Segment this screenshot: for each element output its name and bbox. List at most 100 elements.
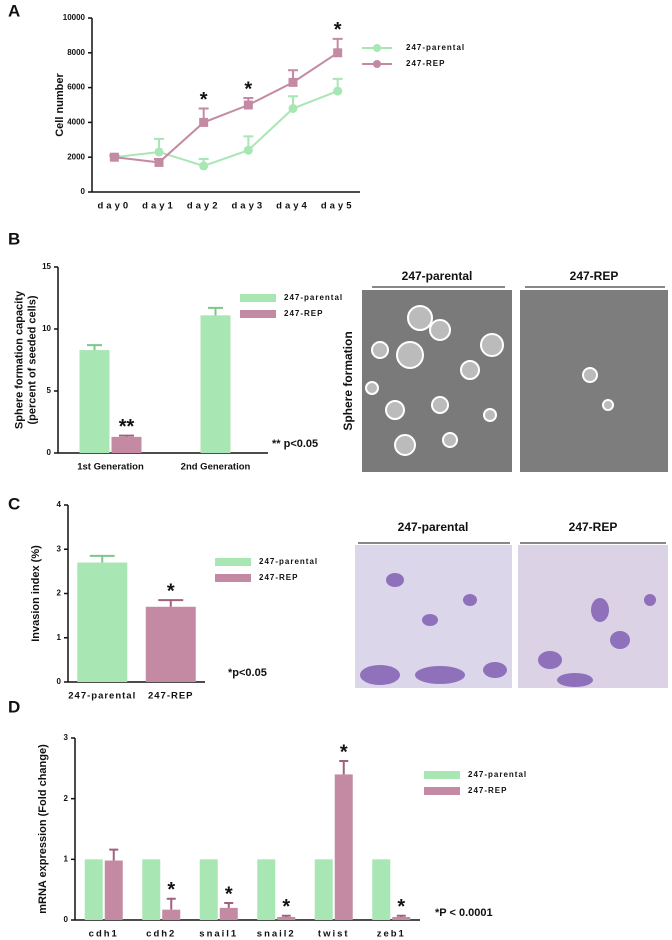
y-tick-label: 0: [57, 677, 62, 686]
y-tick-label: 2000: [67, 152, 85, 161]
panel-label: D: [8, 697, 20, 716]
significance: *: [282, 896, 290, 918]
point: [199, 161, 209, 171]
error-bar: [119, 434, 134, 437]
x-tick-label: day3: [232, 201, 266, 212]
y-tick-label: 3: [57, 544, 62, 553]
x-tick-label: day2: [187, 201, 221, 212]
y-tick-label: 10000: [63, 13, 86, 22]
legend-label: 247-REP: [468, 786, 507, 795]
x-tick-label: cdh2: [146, 929, 176, 940]
y-tick-label: 8000: [67, 48, 85, 57]
y-axis-label: (percent of seeded cells): [26, 295, 38, 424]
y-tick-label: 10: [42, 324, 51, 333]
micrograph-invasion: [355, 542, 668, 688]
x-tick-label: 247-REP: [148, 691, 194, 702]
bar: [77, 562, 128, 682]
significance: *: [225, 883, 233, 905]
error-bar: [87, 344, 102, 351]
bar: [84, 859, 103, 920]
y-tick-label: 15: [42, 262, 51, 271]
bar: [314, 859, 333, 920]
error-bar: [208, 306, 223, 316]
bar: [199, 859, 218, 920]
x-tick-label: 2nd Generation: [181, 462, 251, 473]
image-label: 247-parental: [398, 520, 469, 534]
bar: [277, 916, 296, 920]
legend-swatch: [424, 787, 460, 795]
panel-label: C: [8, 494, 20, 513]
y-tick-label: 1: [57, 633, 62, 642]
legend-label: 247-parental: [468, 770, 527, 779]
legend-label: 247-parental: [259, 557, 318, 566]
y-axis-label: Invasion index (%): [30, 545, 42, 642]
legend-marker: [373, 44, 381, 52]
x-tick-label: day5: [321, 201, 355, 212]
micrograph-sphere: [362, 286, 668, 472]
bar: [372, 859, 391, 920]
error-bar: [396, 914, 406, 917]
y-tick-label: 3: [64, 733, 69, 742]
bar: [257, 859, 276, 920]
y-tick-label: 5: [47, 386, 52, 395]
point: [333, 86, 343, 96]
significance: *: [167, 879, 175, 901]
legend-label: 247-parental: [406, 43, 465, 52]
x-tick-label: zeb1: [377, 929, 406, 940]
y-tick-label: 0: [64, 915, 69, 924]
point: [154, 147, 164, 157]
error-bar: [339, 760, 349, 775]
image-label: 247-REP: [570, 269, 619, 283]
y-tick-label: 0: [47, 448, 52, 457]
legend-swatch: [424, 771, 460, 779]
y-axis-label: Sphere formation capacity: [13, 290, 25, 429]
bar: [111, 436, 142, 453]
legend-label: 247-REP: [406, 59, 445, 68]
x-tick-label: day4: [276, 201, 310, 212]
y-tick-label: 2: [57, 589, 62, 598]
x-tick-label: day1: [142, 201, 176, 212]
legend-swatch: [240, 294, 276, 302]
x-tick-label: twist: [318, 929, 350, 940]
error-bar: [158, 599, 184, 607]
legend-marker: [373, 60, 381, 68]
legend-swatch: [215, 574, 251, 582]
error-bar: [109, 848, 119, 861]
point: [288, 103, 298, 113]
significance: *: [244, 78, 252, 100]
bar: [142, 859, 161, 920]
x-tick-label: snail2: [257, 929, 296, 940]
point: [243, 145, 253, 155]
line: [114, 51, 339, 164]
y-tick-label: 2: [64, 794, 69, 803]
bar: [334, 774, 353, 920]
significance: *: [167, 580, 175, 602]
error-bar: [166, 897, 176, 910]
point: [288, 77, 298, 87]
point: [199, 117, 209, 127]
y-axis-label: Cell number: [54, 73, 66, 137]
point: [243, 100, 253, 110]
image-label: 247-REP: [569, 520, 618, 534]
y-tick-label: 0: [81, 187, 86, 196]
bar: [162, 909, 181, 920]
significance: *: [200, 89, 208, 111]
bar: [392, 916, 411, 920]
x-tick-label: 1st Generation: [77, 462, 144, 473]
legend-label: 247-REP: [284, 309, 323, 318]
note: *p<0.05: [228, 667, 267, 679]
significance: *: [334, 19, 342, 41]
bar: [104, 860, 123, 920]
x-tick-label: day0: [98, 201, 132, 212]
bar: [79, 350, 110, 453]
legend-swatch: [215, 558, 251, 566]
y-tick-label: 4000: [67, 118, 85, 127]
point: [154, 157, 164, 167]
legend-label: 247-parental: [284, 293, 343, 302]
bar: [219, 907, 238, 920]
panel-label: A: [8, 1, 20, 20]
note: ** p<0.05: [272, 438, 318, 450]
y-tick-label: 1: [64, 854, 69, 863]
legend-swatch: [240, 310, 276, 318]
